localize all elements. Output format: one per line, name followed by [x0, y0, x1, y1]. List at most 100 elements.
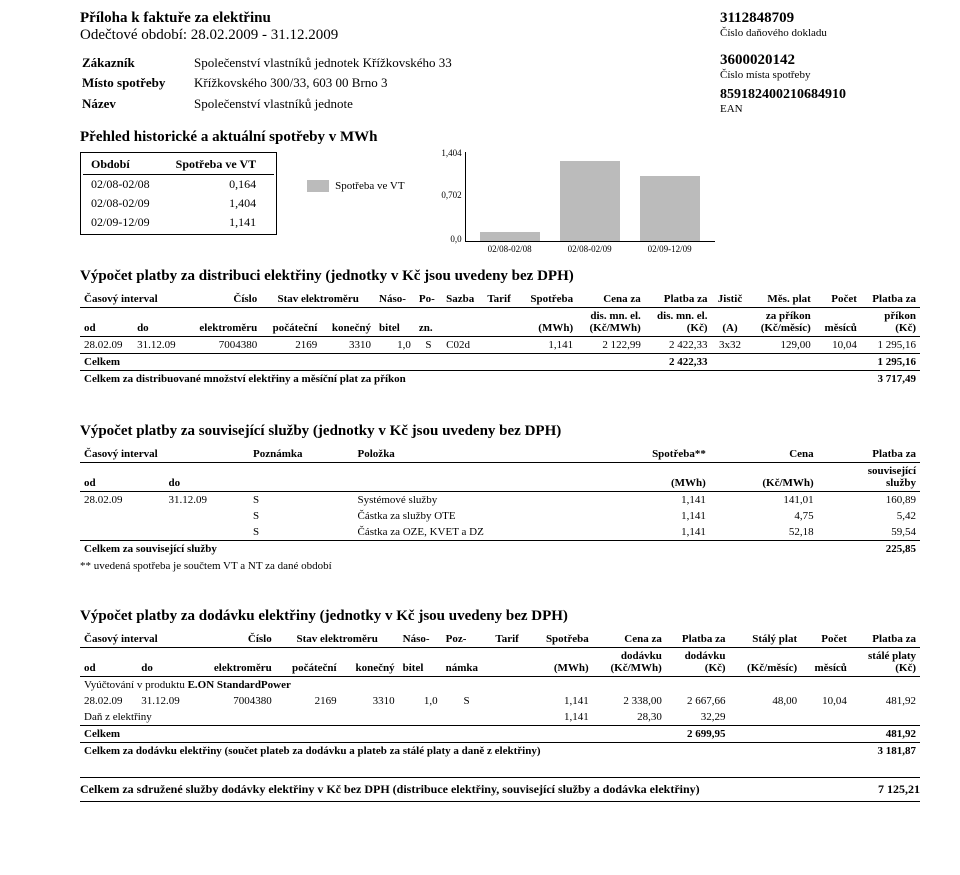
table-row: 28.02.09 31.12.09 S Systémové služby 1,1… [80, 492, 920, 509]
cell [730, 709, 920, 726]
th: bitel [399, 648, 442, 677]
th: dis. mn. el.(Kč/MWh) [577, 308, 645, 337]
cell: 2 422,33 [645, 354, 712, 371]
th: (MWh) [530, 648, 593, 677]
th: Po- [415, 291, 442, 308]
site-ids: 3600020142 Číslo místa spotřeby 85918240… [720, 52, 920, 115]
chart-y-axis [465, 152, 466, 242]
th: Náso- [375, 291, 415, 308]
cell [80, 524, 165, 541]
chart-xlabel: 02/08-02/08 [475, 244, 545, 254]
label-site: Místo spotřeby [82, 74, 192, 92]
th: Cena za [577, 291, 645, 308]
grand-total-value: 7 125,21 [878, 782, 920, 797]
cell: 1,141 [530, 693, 593, 709]
cell: 31.12.09 [133, 337, 186, 354]
period-cell: 02/08-02/08 [83, 175, 168, 195]
cell: 3310 [341, 693, 399, 709]
th: Cena za [593, 631, 666, 648]
cell: 2 338,00 [593, 693, 666, 709]
pod-label: Číslo místa spotřeby [720, 69, 920, 81]
cell [165, 524, 250, 541]
th: Platba za [818, 446, 920, 463]
th: Počet [815, 291, 861, 308]
th: dis. mn. el.(Kč) [645, 308, 712, 337]
cell [711, 354, 860, 371]
table-row: Daň z elektřiny 1,141 28,30 32,29 [80, 709, 920, 726]
table-row: 28.02.09 31.12.09 7004380 2169 3310 1,0 … [80, 337, 920, 354]
header-left: Příloha k faktuře za elektřinu Odečtové … [80, 10, 720, 44]
grand-total-label: Celkem za sdružené služby dodávky elektř… [80, 782, 700, 797]
cell: 1,141 [530, 709, 593, 726]
th: Spotřeba [519, 291, 577, 308]
th: Poznámka [249, 446, 354, 463]
cell: 1,141 [598, 508, 710, 524]
th: námka [442, 648, 492, 677]
th: konečný [321, 308, 375, 337]
sec3-title: Výpočet platby za dodávku elektřiny (jed… [80, 608, 920, 625]
th: Poz- [442, 631, 492, 648]
period-cell: 1,404 [168, 194, 274, 213]
th [249, 463, 354, 492]
legend: Spotřeba ve VT [307, 180, 404, 192]
sum-row: Celkem 2 699,95 481,92 [80, 726, 920, 743]
cell [491, 693, 530, 709]
grand-total-row: Celkem za sdružené služby dodávky elektř… [80, 777, 920, 802]
period-box: Období Spotřeba ve VT 02/08-02/08 0,164 … [80, 152, 277, 235]
cell: 2 122,99 [577, 337, 645, 354]
th [442, 308, 483, 337]
th: do [133, 308, 186, 337]
period-cell: 0,164 [168, 175, 274, 195]
product-line: Vyúčtování v produktu E.ON StandardPower [80, 677, 920, 694]
cell: 2 667,66 [666, 693, 730, 709]
cell: 10,04 [815, 337, 861, 354]
period-h2: Spotřeba ve VT [168, 155, 274, 175]
cell: 7004380 [186, 337, 261, 354]
header: Příloha k faktuře za elektřinu Odečtové … [80, 10, 920, 44]
th [354, 463, 598, 492]
reading-period: Odečtové období: 28.02.2009 - 31.12.2009 [80, 27, 720, 44]
sec2-title: Výpočet platby za související služby (je… [80, 423, 920, 440]
th: Tarif [491, 631, 530, 648]
cell: 225,85 [818, 541, 920, 558]
cell: 5,42 [818, 508, 920, 524]
chart-bar [480, 232, 540, 241]
cell: S [249, 508, 354, 524]
th: Časový interval [80, 291, 186, 308]
distribution-table: Časový interval Číslo Stav elektroměru N… [80, 291, 920, 387]
th: Počet [801, 631, 851, 648]
chart-xlabel: 02/08-02/09 [555, 244, 625, 254]
chart-ylabel: 0,0 [432, 234, 462, 244]
th: Sazba [442, 291, 483, 308]
doc-title: Příloha k faktuře za elektřinu [80, 10, 720, 27]
chart-xlabel: 02/09-12/09 [635, 244, 705, 254]
sec1-title: Výpočet platby za distribuci elektřiny (… [80, 268, 920, 285]
th: od [80, 648, 137, 677]
tax-doc-label: Číslo daňového dokladu [720, 27, 920, 39]
th: Platba za [666, 631, 730, 648]
sum-row: Celkem za dodávku elektřiny (součet plat… [80, 743, 920, 760]
cell: 2 699,95 [666, 726, 730, 743]
th: Spotřeba** [598, 446, 710, 463]
cell: 129,00 [749, 337, 815, 354]
th: konečný [341, 648, 399, 677]
cell: 1,141 [598, 492, 710, 509]
th: souvisejícíslužby [818, 463, 920, 492]
cell: 28.02.09 [80, 337, 133, 354]
label-customer: Zákazník [82, 54, 192, 72]
sum-row: Celkem za distribuované množství elektři… [80, 371, 920, 388]
th: (A) [711, 308, 748, 337]
cell: 1,0 [399, 693, 442, 709]
th: (Kč/měsíc) [730, 648, 802, 677]
product-row: Vyúčtování v produktu E.ON StandardPower [80, 677, 920, 694]
th: Spotřeba [530, 631, 593, 648]
cell: 2169 [276, 693, 341, 709]
cell: 3 181,87 [851, 743, 920, 760]
cell: 1,0 [375, 337, 415, 354]
cell: 28.02.09 [80, 492, 165, 509]
cell [165, 508, 250, 524]
val-customer: Společenství vlastníků jednotek Křížkovs… [194, 54, 452, 72]
sum-row: Celkem za související služby 225,85 [80, 541, 920, 558]
th: od [80, 463, 165, 492]
th: Tarif [483, 291, 519, 308]
